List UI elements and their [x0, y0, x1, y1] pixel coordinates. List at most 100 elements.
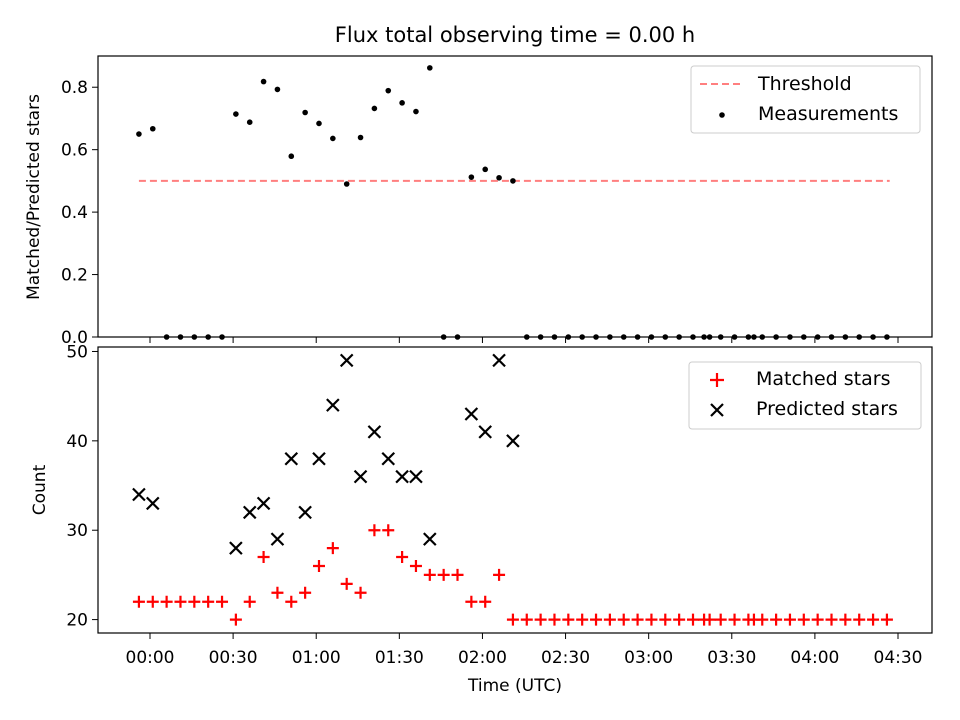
- matched-star-point: [368, 524, 381, 537]
- matched-star-point: [728, 613, 741, 626]
- predicted-star-point: [395, 469, 409, 484]
- matched-star-point: [271, 586, 284, 599]
- predicted-star-point: [312, 451, 326, 466]
- bottom-axes-frame: [97, 346, 933, 634]
- predicted-star-point: [478, 425, 492, 439]
- predicted-star-point: [353, 469, 368, 484]
- matched-star-point: [174, 595, 187, 608]
- matched-star-point: [146, 595, 159, 608]
- measurement-point: [302, 109, 308, 116]
- matched-star-point: [423, 568, 436, 581]
- matched-star-point: [520, 613, 533, 626]
- measurement-point: [482, 166, 489, 173]
- matched-star-point: [548, 613, 561, 626]
- measurement-point: [399, 100, 405, 106]
- matched-star-point: [880, 613, 893, 626]
- legend-predicted-swatch: [710, 403, 724, 417]
- matched-star-point: [673, 613, 686, 626]
- x-tick-label: 03:00: [624, 648, 673, 668]
- chart-title: Flux total observing time = 0.00 h: [335, 23, 695, 47]
- matched-star-point: [603, 613, 616, 626]
- top-axes-frame: [97, 55, 933, 338]
- measurement-point: [136, 131, 142, 137]
- bottom-y-tick-label: 50: [66, 342, 88, 362]
- matched-star-point: [243, 595, 256, 608]
- bottom-y-tick-label: 30: [66, 521, 88, 541]
- x-tick-label: 04:30: [874, 648, 923, 668]
- predicted-star-point: [284, 451, 299, 466]
- predicted-star-point: [506, 434, 520, 448]
- matched-star-point: [202, 595, 215, 608]
- matched-star-point: [797, 613, 810, 626]
- x-tick-label: 00:00: [126, 648, 175, 668]
- matched-star-point: [465, 595, 478, 608]
- matched-star-point: [562, 613, 575, 626]
- matched-star-point: [506, 613, 519, 626]
- measurement-point: [233, 111, 239, 117]
- predicted-star-point: [256, 496, 271, 511]
- measurement-point: [510, 178, 516, 184]
- measurement-point: [413, 108, 419, 115]
- matched-star-point: [312, 559, 325, 572]
- matched-star-point: [714, 613, 727, 626]
- measurement-point: [274, 86, 281, 93]
- predicted-star-point: [464, 407, 479, 421]
- x-tick-label: 02:30: [541, 648, 590, 668]
- matched-star-point: [340, 577, 353, 590]
- matched-star-point: [770, 613, 783, 626]
- matched-star-point: [229, 613, 242, 626]
- matched-star-point: [382, 524, 395, 537]
- top-y-tick-label: 0.4: [61, 203, 88, 223]
- top-y-axis-label: Matched/Predicted stars: [24, 94, 44, 300]
- legend-matched-swatch: [710, 373, 724, 387]
- predicted-star-point: [298, 505, 312, 520]
- matched-star-point: [534, 613, 547, 626]
- matched-star-point: [216, 595, 229, 608]
- predicted-star-point: [492, 353, 506, 368]
- matched-star-point: [645, 613, 658, 626]
- bottom-legend: Matched stars Predicted stars: [688, 361, 922, 430]
- matched-star-point: [493, 568, 506, 581]
- matched-star-point: [299, 586, 312, 599]
- matched-star-point: [396, 551, 409, 564]
- matched-star-point: [659, 613, 672, 626]
- matched-star-point: [811, 613, 824, 626]
- measurement-point: [343, 181, 350, 187]
- measurement-point: [385, 87, 392, 94]
- measurement-point: [288, 153, 295, 160]
- top-legend: Threshold Measurements: [690, 65, 921, 134]
- legend-measurements-label: Measurements: [758, 103, 898, 125]
- matched-star-point: [285, 595, 298, 608]
- measurement-point: [246, 119, 253, 125]
- matched-star-point: [825, 613, 838, 626]
- matched-star-point: [839, 613, 852, 626]
- predicted-star-point: [423, 532, 437, 546]
- matched-star-point: [853, 613, 866, 626]
- measurement-point: [260, 78, 267, 85]
- predicted-star-point: [381, 451, 396, 466]
- measurement-point: [316, 120, 322, 127]
- x-axis-label: Time (UTC): [467, 676, 562, 696]
- legend-matched-label: Matched stars: [756, 368, 890, 390]
- x-tick-label: 01:00: [292, 648, 341, 668]
- predicted-star-point: [409, 469, 423, 484]
- matched-star-point: [867, 613, 880, 626]
- matched-star-point: [703, 613, 716, 626]
- matched-star-point: [479, 595, 492, 608]
- matched-star-point: [590, 613, 603, 626]
- measurement-point: [330, 135, 336, 142]
- matched-star-point: [617, 613, 630, 626]
- measurement-point: [357, 134, 364, 141]
- matched-star-point: [188, 595, 201, 608]
- predicted-star-point: [229, 541, 243, 555]
- measurement-point: [371, 105, 378, 112]
- top-y-tick-label: 0.8: [61, 78, 88, 98]
- top-subplot: 0.00.20.40.60.8 Matched/Predicted stars …: [24, 55, 933, 348]
- x-tick-label: 00:30: [209, 648, 258, 668]
- matched-star-point: [576, 613, 589, 626]
- top-y-tick-label: 0.6: [61, 141, 88, 161]
- predicted-star-point: [339, 353, 354, 368]
- matched-star-point: [451, 568, 464, 581]
- legend-measurements-swatch: [719, 112, 725, 118]
